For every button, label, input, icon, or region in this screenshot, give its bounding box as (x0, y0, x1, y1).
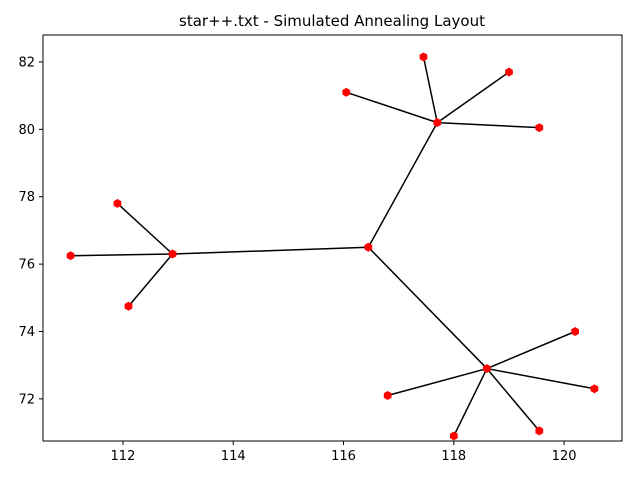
y-tick-label: 74 (18, 325, 35, 340)
node-b5 (571, 327, 579, 336)
y-tick-label: 80 (18, 123, 35, 138)
x-tick-label: 118 (441, 449, 466, 464)
node-b2 (449, 431, 458, 441)
node-hub_bottom (483, 364, 491, 374)
edge-hub_bottom-b5 (486, 330, 576, 370)
node-b4 (590, 384, 599, 394)
edge-hub_top-t3 (436, 71, 510, 124)
y-tick-label: 82 (18, 55, 35, 70)
node-l1 (113, 198, 122, 208)
node-t1 (342, 87, 351, 97)
y-tick-label: 78 (18, 190, 35, 205)
edge-center-hub_left (172, 246, 369, 255)
node-b1 (383, 391, 392, 400)
nodes-layer (66, 52, 599, 441)
node-t2 (419, 52, 428, 62)
edge-hub_top-t1 (346, 91, 438, 124)
node-hub_left (168, 249, 177, 259)
edge-hub_top-t2 (422, 56, 439, 123)
x-tick-label: 114 (221, 449, 246, 464)
edges-layer (70, 56, 595, 437)
chart-title: star++.txt - Simulated Annealing Layout (179, 12, 485, 30)
node-t3 (505, 67, 513, 77)
x-tick-label: 116 (331, 449, 356, 464)
x-tick-label: 120 (552, 449, 577, 464)
node-l2 (66, 251, 75, 261)
y-tick-label: 72 (18, 392, 35, 407)
edge-hub_bottom-b3 (486, 368, 540, 432)
edge-hub_bottom-b1 (387, 367, 488, 397)
edge-hub_top-t4 (437, 121, 540, 129)
edge-center-hub_bottom (367, 246, 488, 370)
y-axis: 72 74 76 78 80 82 (18, 55, 43, 407)
node-t4 (535, 123, 544, 133)
edge-hub_left-l2 (70, 253, 173, 257)
node-hub_top (433, 118, 442, 128)
edge-hub_left-l3 (127, 253, 174, 307)
edge-hub_bottom-b2 (453, 368, 488, 437)
x-axis: 112 114 116 118 120 (111, 441, 577, 464)
edge-center-hub_top (367, 122, 438, 248)
edge-hub_bottom-b4 (486, 367, 595, 390)
x-tick-label: 112 (111, 449, 136, 464)
node-center (364, 242, 373, 252)
plot-frame (42, 34, 623, 442)
y-tick-label: 76 (18, 258, 35, 273)
node-b3 (535, 426, 544, 436)
edge-hub_left-l1 (116, 202, 174, 255)
node-l3 (124, 301, 133, 311)
